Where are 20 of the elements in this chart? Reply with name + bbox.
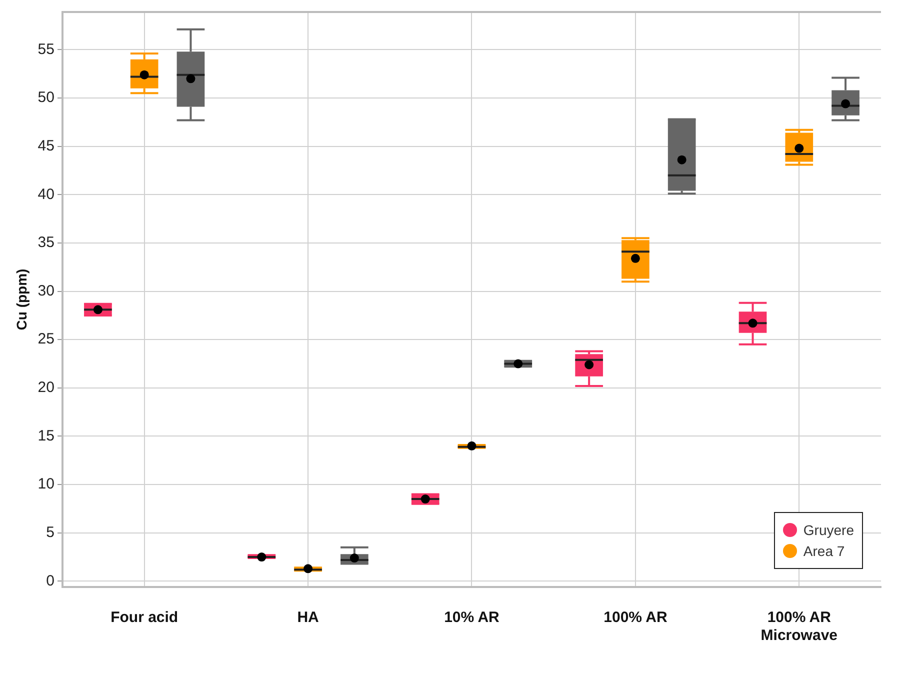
y-tick-label: 25 [38,330,54,348]
y-tick-label: 5 [46,524,54,542]
y-axis-title: Cu (ppm) [13,268,30,330]
y-tick-label: 0 [46,572,54,590]
y-tick-label: 10 [38,476,54,493]
x-tick-label: Four acid [110,609,178,626]
legend-label: Gruyere [803,522,854,538]
y-tick-label: 40 [38,186,54,203]
x-tick-label: 100% AR Microwave [760,609,838,644]
y-tick-label: 35 [38,234,54,252]
y-tick-label: 55 [38,40,54,58]
x-tick-label: 10% AR [444,609,500,626]
y-tick-label: 20 [38,379,54,396]
y-tick-label: 15 [38,427,54,444]
x-tick-label: HA [297,609,320,626]
y-tick-label: 45 [38,137,54,154]
y-tick-label: 30 [38,282,54,300]
x-tick-label: 100% AR [604,609,668,626]
legend-label: Area 7 [803,543,845,559]
y-tick-label: 50 [38,89,54,106]
